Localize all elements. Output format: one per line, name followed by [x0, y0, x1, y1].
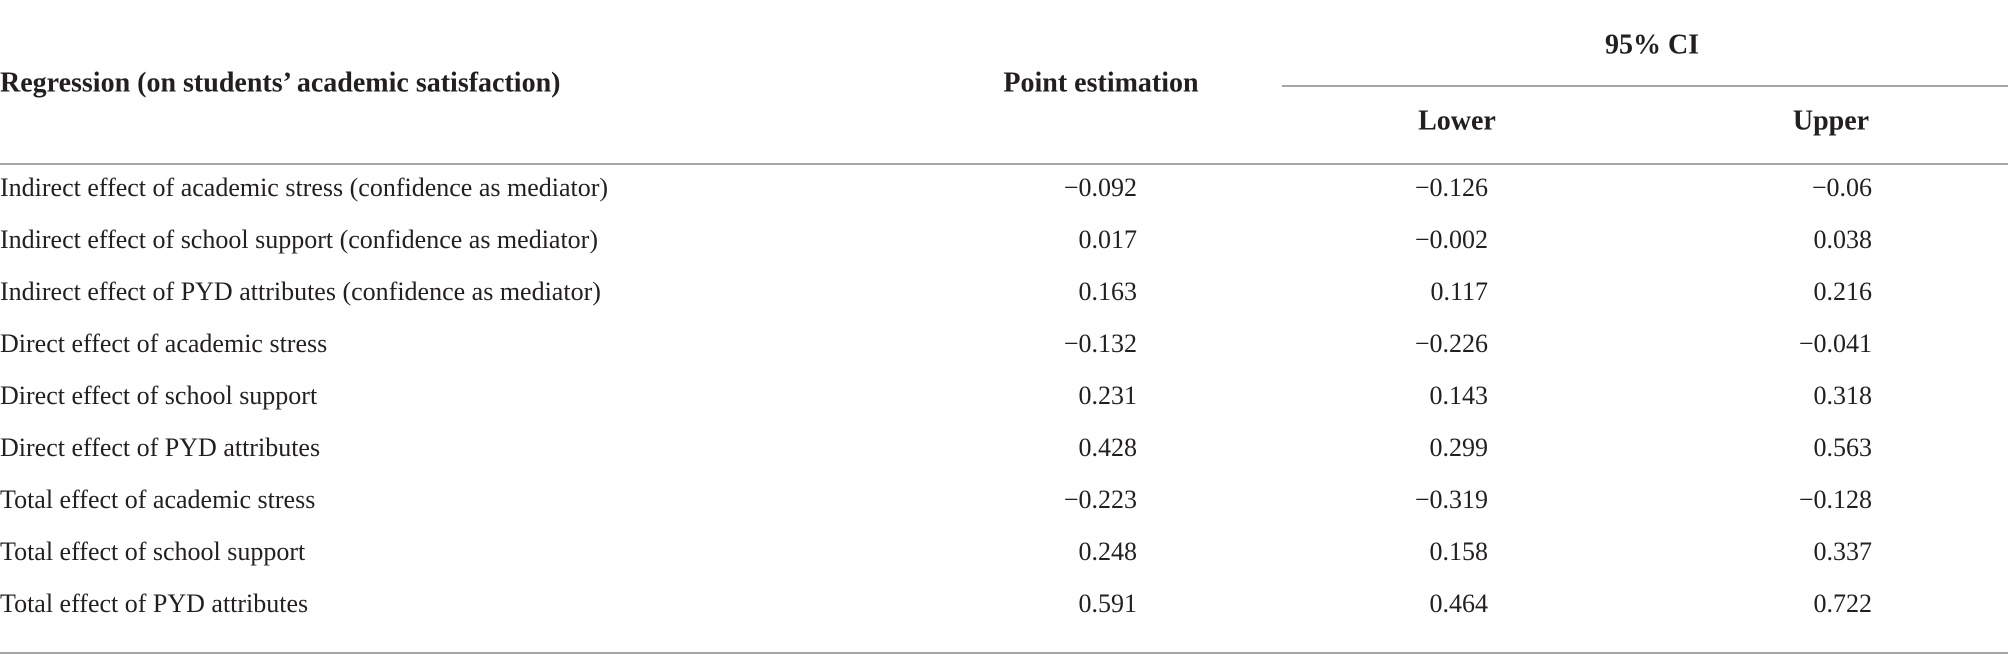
point-estimate: 0.231 — [1079, 381, 1138, 410]
header-upper: Upper — [1793, 105, 1869, 136]
ci-upper: 0.722 — [1814, 589, 1873, 618]
ci-lower: −0.126 — [1415, 173, 1488, 202]
row-label: Direct effect of academic stress — [0, 329, 327, 358]
ci-upper: 0.216 — [1814, 277, 1873, 306]
row-label: Indirect effect of school support (confi… — [0, 225, 598, 254]
row-label: Total effect of school support — [0, 537, 306, 566]
ci-upper: 0.038 — [1814, 225, 1873, 254]
row-label: Indirect effect of academic stress (conf… — [0, 173, 608, 202]
ci-upper: −0.041 — [1799, 329, 1872, 358]
ci-lower: −0.002 — [1415, 225, 1488, 254]
point-estimate: −0.132 — [1064, 329, 1137, 358]
ci-lower: 0.464 — [1430, 589, 1489, 618]
point-estimate: 0.428 — [1079, 433, 1138, 462]
ci-upper: 0.337 — [1814, 537, 1873, 566]
point-estimate: 0.017 — [1079, 225, 1138, 254]
point-estimate: 0.163 — [1079, 277, 1138, 306]
header-lower: Lower — [1418, 105, 1496, 136]
point-estimate: −0.223 — [1064, 485, 1137, 514]
ci-upper: 0.563 — [1814, 433, 1873, 462]
header-ci: 95% CI — [1605, 29, 1699, 60]
ci-upper: −0.128 — [1799, 485, 1872, 514]
row-label: Direct effect of school support — [0, 381, 318, 410]
ci-lower: −0.226 — [1415, 329, 1488, 358]
point-estimate: −0.092 — [1064, 173, 1137, 202]
ci-upper: 0.318 — [1814, 381, 1873, 410]
ci-lower: 0.143 — [1430, 381, 1489, 410]
point-estimate: 0.248 — [1079, 537, 1138, 566]
header-point: Point estimation — [1003, 67, 1199, 98]
header-label: Regression (on students’ academic satisf… — [0, 67, 560, 98]
row-label: Total effect of academic stress — [0, 485, 315, 514]
ci-lower: −0.319 — [1415, 485, 1488, 514]
row-label: Indirect effect of PYD attributes (confi… — [0, 277, 601, 306]
ci-lower: 0.299 — [1430, 433, 1489, 462]
row-label: Direct effect of PYD attributes — [0, 433, 320, 462]
ci-lower: 0.158 — [1430, 537, 1489, 566]
ci-lower: 0.117 — [1430, 277, 1488, 306]
point-estimate: 0.591 — [1079, 589, 1138, 618]
row-label: Total effect of PYD attributes — [0, 589, 308, 618]
ci-upper: −0.06 — [1812, 173, 1872, 202]
